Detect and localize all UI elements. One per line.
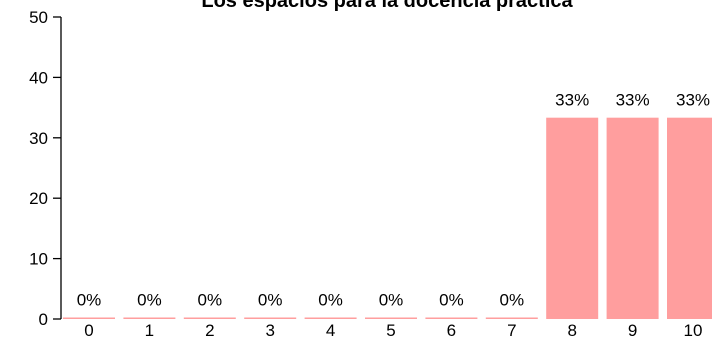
- data-label-10: 33%: [676, 91, 710, 110]
- data-label-3: 0%: [258, 291, 283, 310]
- x-tick-labels-group: 0 1 2 3 4 5 6 7 8 9 10: [84, 321, 702, 339]
- data-label-1: 0%: [137, 291, 162, 310]
- x-tick-label-8: 8: [567, 321, 576, 339]
- y-tick-label: 40: [29, 68, 48, 87]
- bar-6: [425, 317, 478, 319]
- y-tick-label: 10: [29, 250, 48, 269]
- bar-3: [244, 317, 297, 319]
- data-label-9: 33%: [616, 91, 650, 110]
- x-tick-label-0: 0: [84, 321, 93, 339]
- x-tick-label-1: 1: [145, 321, 154, 339]
- x-tick-label-2: 2: [205, 321, 214, 339]
- y-tick-label: 0: [39, 310, 48, 329]
- y-tick-label: 20: [29, 189, 48, 208]
- data-label-4: 0%: [318, 291, 343, 310]
- x-tick-label-9: 9: [628, 321, 637, 339]
- bar-8: [546, 117, 599, 319]
- data-label-2: 0%: [198, 291, 223, 310]
- x-tick-label-10: 10: [684, 321, 703, 339]
- x-tick-label-7: 7: [507, 321, 516, 339]
- y-tick-label: 30: [29, 129, 48, 148]
- data-label-6: 0%: [439, 291, 464, 310]
- x-tick-label-5: 5: [386, 321, 395, 339]
- y-axis: 0 10 20 30 40 50: [29, 8, 62, 329]
- chart-title: Los espacios para la docencia práctica: [201, 0, 573, 12]
- x-tick-label-6: 6: [447, 321, 456, 339]
- bar-0: [63, 317, 115, 319]
- data-label-5: 0%: [379, 291, 404, 310]
- bar-2: [183, 317, 236, 319]
- bars-group: [63, 117, 712, 319]
- data-label-8: 33%: [555, 91, 589, 110]
- bar-4: [304, 317, 357, 319]
- bar-9: [606, 117, 659, 319]
- data-labels-group: 0% 0% 0% 0% 0% 0% 0% 0% 33% 33% 33%: [77, 91, 710, 310]
- y-tick-label: 50: [29, 8, 48, 27]
- bar-1: [123, 317, 176, 319]
- bar-5: [365, 317, 417, 319]
- x-tick-label-4: 4: [326, 321, 335, 339]
- data-label-7: 0%: [500, 291, 525, 310]
- bar-10: [667, 117, 712, 319]
- x-tick-label-3: 3: [265, 321, 274, 339]
- bar-7: [485, 317, 538, 319]
- data-label-0: 0%: [77, 291, 102, 310]
